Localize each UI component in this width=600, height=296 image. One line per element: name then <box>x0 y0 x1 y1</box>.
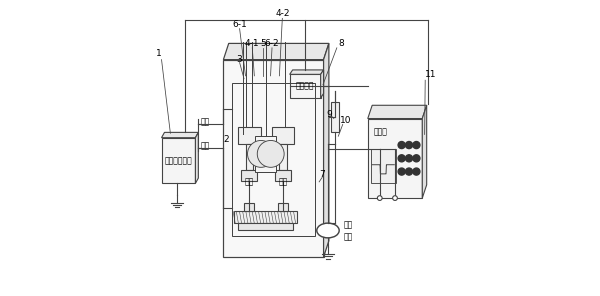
Text: 4-2: 4-2 <box>275 9 290 18</box>
Polygon shape <box>238 223 293 231</box>
Ellipse shape <box>317 223 339 238</box>
Polygon shape <box>290 70 323 74</box>
Text: 11: 11 <box>425 70 437 79</box>
Circle shape <box>413 168 420 175</box>
Text: 示波器: 示波器 <box>374 127 388 136</box>
Polygon shape <box>422 105 427 198</box>
Polygon shape <box>234 211 297 223</box>
Polygon shape <box>320 70 323 98</box>
Polygon shape <box>255 136 277 172</box>
Polygon shape <box>371 149 396 183</box>
Circle shape <box>406 168 413 175</box>
Polygon shape <box>238 127 260 144</box>
Text: 阳极: 阳极 <box>245 177 254 186</box>
Text: 6-2: 6-2 <box>265 39 280 48</box>
Circle shape <box>413 141 420 149</box>
Polygon shape <box>272 127 295 144</box>
Text: 正极: 正极 <box>200 118 209 127</box>
Polygon shape <box>245 144 253 170</box>
Text: 电流: 电流 <box>344 220 353 229</box>
Polygon shape <box>323 44 329 257</box>
Circle shape <box>398 141 405 149</box>
Circle shape <box>413 155 420 162</box>
Polygon shape <box>278 202 289 211</box>
Polygon shape <box>275 170 291 181</box>
Text: 10: 10 <box>340 115 352 125</box>
Circle shape <box>377 196 382 200</box>
Polygon shape <box>331 102 340 132</box>
Circle shape <box>392 196 397 200</box>
Polygon shape <box>290 74 320 98</box>
Text: 7: 7 <box>319 170 325 179</box>
Text: 3: 3 <box>237 55 242 64</box>
Polygon shape <box>223 59 323 257</box>
Polygon shape <box>368 118 422 198</box>
Polygon shape <box>196 132 199 183</box>
Text: 1: 1 <box>156 49 161 58</box>
Text: 4-1: 4-1 <box>245 39 260 48</box>
Circle shape <box>406 155 413 162</box>
Polygon shape <box>280 144 287 170</box>
Text: 阴极: 阴极 <box>278 177 287 186</box>
Polygon shape <box>161 132 199 138</box>
Polygon shape <box>161 138 196 183</box>
Text: 5: 5 <box>260 39 266 48</box>
Circle shape <box>398 155 405 162</box>
Text: 负极: 负极 <box>200 141 209 150</box>
Circle shape <box>248 141 274 167</box>
Circle shape <box>398 168 405 175</box>
Circle shape <box>257 141 284 167</box>
Text: 6-1: 6-1 <box>232 20 247 29</box>
Text: 线圈: 线圈 <box>344 232 353 241</box>
Polygon shape <box>244 202 254 211</box>
Text: 高压脉冲电源: 高压脉冲电源 <box>164 156 193 165</box>
Polygon shape <box>223 44 329 59</box>
Circle shape <box>406 141 413 149</box>
Text: 2: 2 <box>223 135 229 144</box>
Text: 高压探头: 高压探头 <box>296 82 314 91</box>
Polygon shape <box>368 105 427 118</box>
Text: 9: 9 <box>326 110 332 119</box>
Text: 8: 8 <box>338 39 344 48</box>
Polygon shape <box>241 170 257 181</box>
